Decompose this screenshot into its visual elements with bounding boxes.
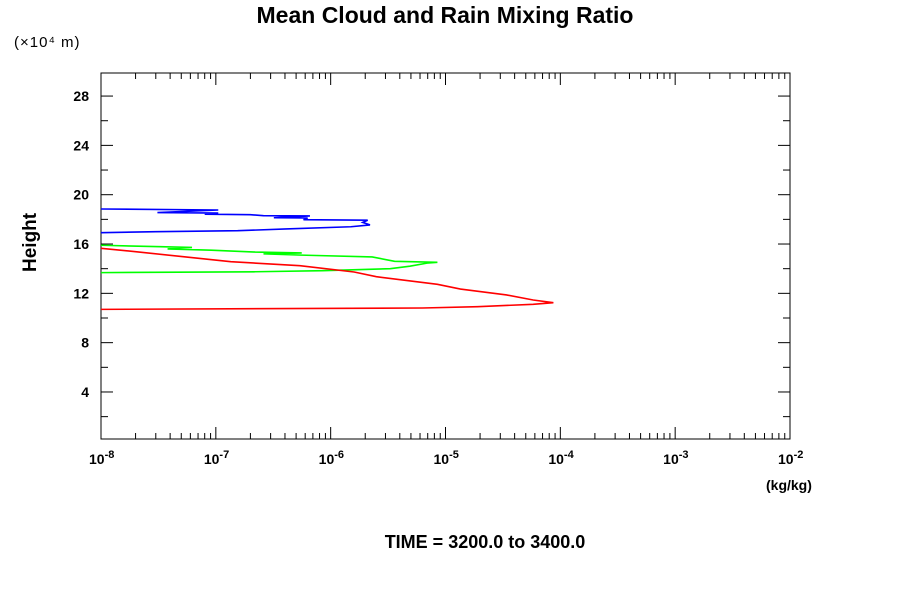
y-tick-label: 16 [73, 236, 89, 252]
y-tick-label: 24 [73, 137, 89, 153]
x-tick-label: 10-7 [204, 449, 229, 467]
y-tick-label: 20 [73, 187, 89, 203]
x-tick-label: 10-8 [89, 449, 114, 467]
plot-frame [100, 72, 791, 440]
chart-title: Mean Cloud and Rain Mixing Ratio [256, 2, 634, 28]
x-tick-label: 10-5 [434, 449, 459, 467]
y-tick-label: 12 [73, 285, 89, 301]
series-line-1 [100, 244, 438, 274]
x-unit-label: (kg/kg) [766, 477, 812, 493]
series-line-0 [100, 208, 371, 234]
x-tick-label: 10-3 [663, 449, 688, 467]
y-unit-label: (×10⁴ m) [14, 34, 81, 51]
x-tick-label: 10-2 [778, 449, 803, 467]
time-range-label: TIME = 3200.0 to 3400.0 [384, 532, 586, 552]
y-tick-label: 28 [73, 88, 89, 104]
x-tick-label: 10-6 [319, 449, 344, 467]
series-line-2 [100, 247, 554, 311]
y-tick-label: 4 [81, 384, 89, 400]
y-tick-label: 8 [81, 335, 89, 351]
x-tick-label: 10-4 [548, 449, 574, 467]
